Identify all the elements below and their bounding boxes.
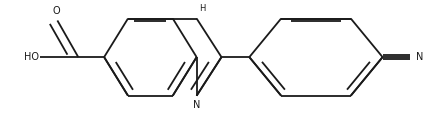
Text: N: N	[193, 100, 200, 110]
Text: HO: HO	[24, 52, 39, 62]
Text: N: N	[416, 52, 423, 62]
Text: O: O	[53, 6, 60, 16]
Text: H: H	[199, 4, 205, 13]
